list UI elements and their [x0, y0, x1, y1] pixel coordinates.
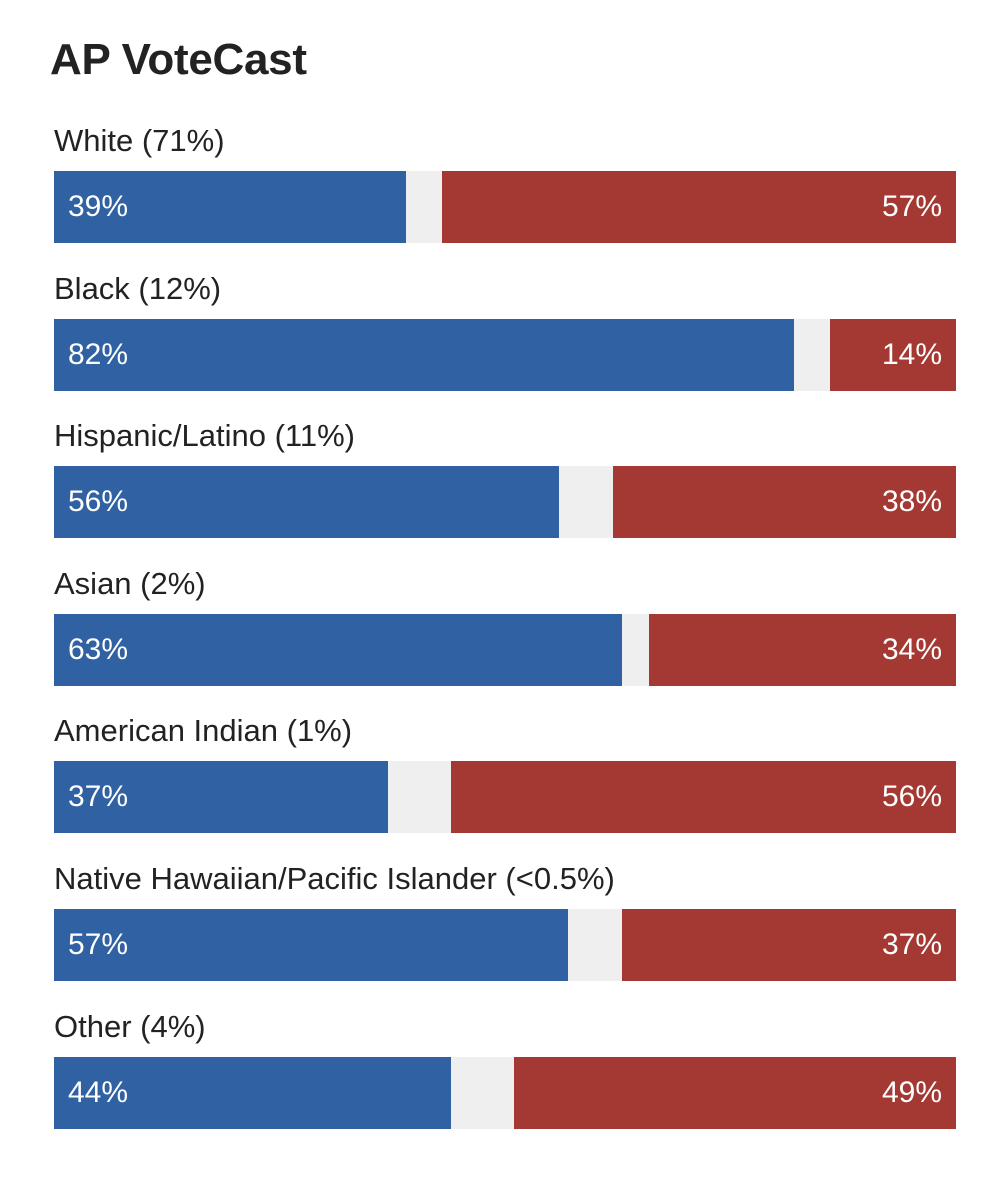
category-label: American Indian (1%) [54, 713, 353, 749]
category-label: Asian (2%) [54, 565, 206, 601]
bar-segment-series-1 [54, 908, 569, 981]
bar-segment-series-1 [54, 466, 560, 539]
bar-segment-series-2 [829, 318, 956, 391]
bar-track: 56% 38% [54, 466, 956, 539]
bar-segment-series-1 [54, 761, 388, 834]
bar-track: 57% 37% [54, 908, 956, 981]
category-label: Black (12%) [54, 270, 222, 306]
data-label-series-2: 37% [881, 927, 942, 961]
bar-segment-series-2 [450, 761, 956, 834]
bar-group: Native Hawaiian/Pacific Islander (<0.5%)… [54, 858, 956, 1006]
data-label-series-2: 57% [881, 190, 942, 223]
data-label-series-1: 37% [68, 780, 129, 814]
bar-group: Black (12%) 82% 14% [54, 268, 956, 416]
bar-track: 63% 34% [54, 613, 956, 686]
category-label: Other (4%) [54, 1008, 206, 1044]
bar-segment-series-2 [649, 613, 956, 686]
bar-group: Hispanic/Latino (11%) 56% 38% [54, 415, 956, 563]
bar-track: 82% 14% [54, 318, 956, 391]
data-label-series-2: 38% [881, 485, 942, 519]
bar-segment-series-2 [441, 171, 956, 243]
bar-segment-series-1 [54, 318, 794, 391]
data-label-series-1: 57% [68, 927, 129, 961]
data-label-series-1: 44% [68, 1075, 129, 1109]
data-label-series-2: 14% [881, 337, 942, 371]
bar-segment-series-2 [613, 466, 956, 539]
bar-segment-series-1 [54, 1056, 451, 1129]
bar-group: American Indian (1%) 37% 56% [54, 710, 956, 858]
bar-segment-series-2 [622, 908, 956, 981]
bar-segment-series-1 [54, 613, 623, 686]
data-label-series-2: 56% [881, 780, 942, 814]
data-label-series-1: 56% [68, 485, 129, 519]
chart-title: AP VoteCast [50, 35, 307, 84]
bar-group: Other (4%) 44% 49% [54, 1006, 956, 1154]
data-label-series-2: 49% [881, 1075, 942, 1109]
category-label: Native Hawaiian/Pacific Islander (<0.5%) [54, 860, 615, 896]
bar-segment-series-2 [514, 1056, 956, 1129]
data-label-series-1: 63% [68, 632, 129, 666]
bar-group: Asian (2%) 63% 34% [54, 563, 956, 711]
data-label-series-2: 34% [881, 632, 942, 666]
bar-group: White (71%) 39% 57% [54, 120, 956, 268]
bar-track: 37% 56% [54, 761, 956, 834]
data-label-series-1: 39% [68, 190, 129, 223]
bar-segment-series-1 [54, 171, 406, 243]
bar-track: 39% 57% [54, 171, 956, 243]
data-label-series-1: 82% [68, 337, 129, 371]
category-label: Hispanic/Latino (11%) [54, 418, 355, 454]
category-label: White (71%) [54, 123, 225, 158]
bar-track: 44% 49% [54, 1056, 956, 1129]
bar-chart: White (71%) 39% 57% Black (12%) 82% 14% Hispan… [54, 120, 956, 1153]
